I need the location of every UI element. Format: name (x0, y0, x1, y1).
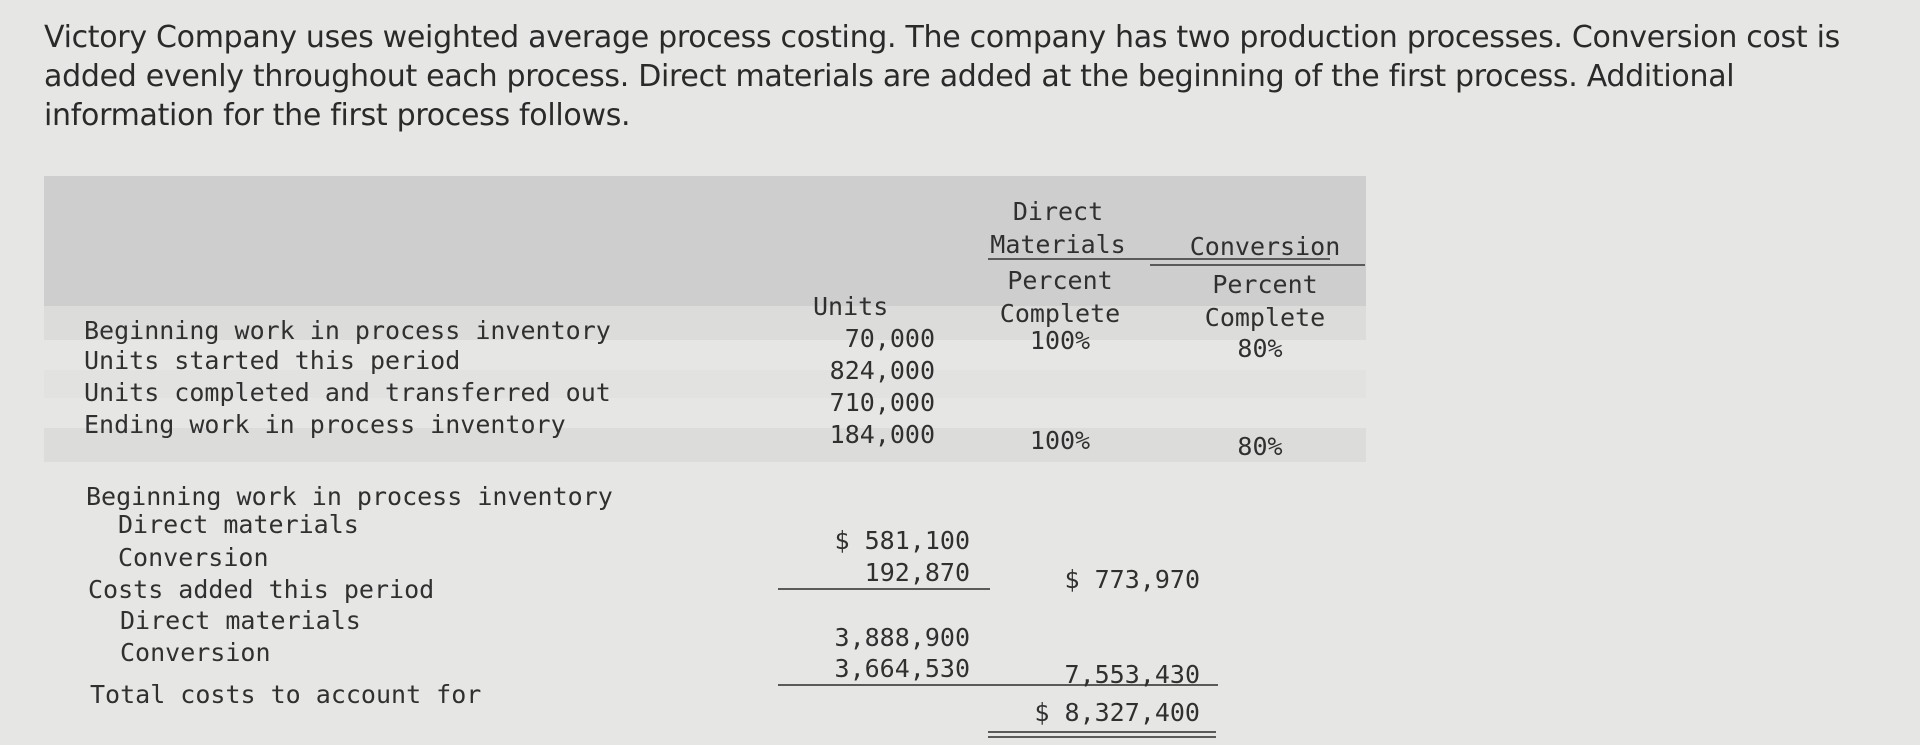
cost-total-label: Total costs to account for (90, 680, 482, 709)
row-band-3 (44, 370, 1366, 398)
cost-beginning-dm-value: $ 581,100 (834, 526, 970, 555)
row-label-ending-wip: Ending work in process inventory (84, 410, 566, 439)
dm-sub-header: Percent Complete (999, 266, 1121, 328)
conv-group-header: Conversion (1189, 232, 1341, 261)
cost-added-total: 7,553,430 (1064, 660, 1200, 689)
dm-header-underline (988, 258, 1330, 260)
cost-added-subtotal-rule (778, 684, 1218, 686)
cost-beginning-dm-label: Direct materials (118, 510, 359, 539)
cost-beginning-wip-label: Beginning work in process inventory (86, 482, 613, 511)
conv-header-underline (1150, 264, 1365, 266)
row-conv-pct-ending-wip: 80% (1237, 432, 1283, 461)
row-label-units-started: Units started this period (84, 346, 461, 375)
row-label-beginning-wip: Beginning work in process inventory (84, 316, 611, 345)
dm-group-header: Direct Materials (978, 195, 1138, 261)
row-label-units-completed: Units completed and transferred out (84, 378, 611, 407)
cost-beginning-subtotal-rule (778, 588, 990, 590)
cost-total-double-rule-bottom (988, 736, 1216, 738)
conv-sub-header: Percent Complete (1204, 270, 1326, 332)
cost-added-dm-value: 3,888,900 (834, 623, 970, 652)
cost-added-label: Costs added this period (88, 575, 435, 604)
units-table-header (44, 176, 1366, 306)
dm-group-header-text: Direct Materials (990, 197, 1126, 259)
cost-beginning-conv-value: 192,870 (864, 558, 970, 587)
row-dm-pct-beginning-wip: 100% (1029, 326, 1091, 355)
row-conv-pct-beginning-wip: 80% (1237, 334, 1283, 363)
cost-added-conv-label: Conversion (120, 638, 271, 667)
cost-added-conv-value: 3,664,530 (834, 654, 970, 683)
row-band-4 (44, 428, 1366, 462)
units-header: Units (813, 292, 889, 321)
row-units-ending-wip: 184,000 (829, 420, 935, 449)
cost-beginning-total: $ 773,970 (1064, 565, 1200, 594)
row-dm-pct-ending-wip: 100% (1029, 426, 1091, 455)
cost-total-double-rule-top (988, 731, 1216, 733)
problem-intro: Victory Company uses weighted average pr… (44, 20, 1840, 133)
cost-beginning-conv-label: Conversion (118, 543, 269, 572)
row-units-beginning-wip: 70,000 (844, 324, 935, 353)
row-band-1 (44, 306, 1366, 340)
row-units-units-completed: 710,000 (829, 388, 935, 417)
cost-total-value: $ 8,327,400 (1034, 698, 1200, 727)
cost-added-dm-label: Direct materials (120, 606, 361, 635)
row-units-units-started: 824,000 (829, 356, 935, 385)
